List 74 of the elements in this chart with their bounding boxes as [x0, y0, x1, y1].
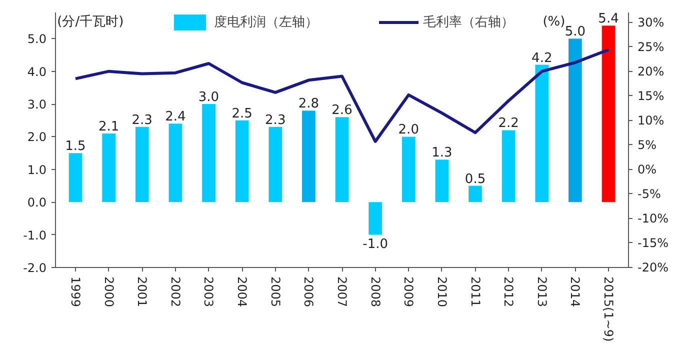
bar — [168, 124, 182, 202]
data-label: 2.3 — [132, 112, 152, 128]
x-tick-label: 2010 — [434, 276, 449, 308]
y-tick-label: -1.0 — [23, 228, 47, 242]
data-label: 1.5 — [65, 139, 86, 154]
legend-label: 毛利率（右轴） — [423, 14, 514, 31]
bar — [435, 160, 449, 202]
x-tick-label: 2013 — [534, 276, 549, 308]
data-label: 2.5 — [232, 106, 252, 122]
x-tick-label: 2005 — [268, 276, 282, 308]
y2-tick-label: -10% — [638, 211, 669, 226]
x-tick-label: 2003 — [202, 276, 216, 308]
y-tick-label: 4.0 — [27, 64, 47, 79]
data-label: 1.3 — [432, 146, 452, 161]
bar — [468, 186, 482, 202]
y2-tick-label: 5% — [638, 138, 657, 152]
y2-tick-label: 0% — [638, 162, 657, 176]
data-label: 4.2 — [532, 50, 552, 66]
annotation: (%) — [542, 14, 566, 30]
x-tick-label: 2015(1~9) — [602, 276, 616, 342]
x-tick-label: 2012 — [502, 276, 516, 308]
x-tick-label: 2001 — [135, 276, 150, 308]
y-tick-label: 0.0 — [27, 196, 47, 210]
data-label: 2.1 — [98, 119, 120, 134]
y2-tick-label: 20% — [638, 64, 664, 78]
bar — [335, 117, 349, 202]
bar — [568, 38, 582, 202]
x-tick-label: 2007 — [335, 276, 349, 308]
bar — [502, 130, 516, 202]
x-tick-label: 1999 — [68, 276, 82, 308]
y2-tick-label: 25% — [638, 40, 664, 54]
y2-tick-label: -20% — [638, 260, 669, 274]
data-label: 2.3 — [265, 112, 286, 128]
y2-tick-label: -15% — [638, 236, 669, 250]
data-label: 2.8 — [298, 96, 320, 112]
x-tick-label: 2000 — [102, 276, 116, 308]
y-tick-label: -2.0 — [23, 261, 47, 275]
x-tick-label: 2009 — [402, 276, 416, 308]
data-label: 2.0 — [398, 122, 419, 138]
y2-tick-label: 15% — [638, 88, 664, 103]
data-label: -1.0 — [362, 236, 388, 252]
data-label: 5.4 — [598, 12, 619, 27]
y-tick-label: 2.0 — [27, 130, 47, 144]
bar — [135, 126, 149, 202]
y-tick-label: 3.0 — [27, 98, 47, 112]
y-tick-label: 1.0 — [27, 162, 47, 177]
y-tick-label: 5.0 — [27, 32, 47, 46]
legend-label: 度电利润（左轴） — [214, 14, 318, 31]
bar — [268, 126, 282, 202]
y2-tick-label: 30% — [638, 15, 664, 30]
bar — [202, 104, 216, 202]
bar — [68, 153, 82, 202]
data-label: 2.4 — [165, 110, 186, 125]
y2-tick-label: 10% — [638, 113, 664, 128]
bar — [402, 136, 416, 202]
data-label: 0.5 — [464, 172, 486, 187]
x-tick-label: 2002 — [168, 276, 182, 308]
bar — [302, 110, 316, 202]
x-tick-label: 2008 — [368, 276, 382, 308]
bar — [368, 202, 382, 235]
y2-tick-label: -5% — [638, 186, 661, 201]
data-label: 5.0 — [564, 24, 586, 40]
bar — [535, 64, 549, 202]
annotation: (分/千瓦时) — [57, 14, 124, 30]
bar — [235, 120, 249, 202]
data-label: 3.0 — [198, 90, 220, 106]
x-tick-label: 2004 — [235, 276, 250, 308]
x-tick-label: 2006 — [302, 276, 316, 308]
bar — [602, 26, 616, 202]
x-tick-label: 2011 — [468, 276, 482, 308]
x-tick-label: 2014 — [568, 276, 582, 308]
data-label: 2.6 — [332, 103, 352, 118]
bar — [102, 133, 116, 202]
data-label: 2.2 — [498, 116, 519, 132]
